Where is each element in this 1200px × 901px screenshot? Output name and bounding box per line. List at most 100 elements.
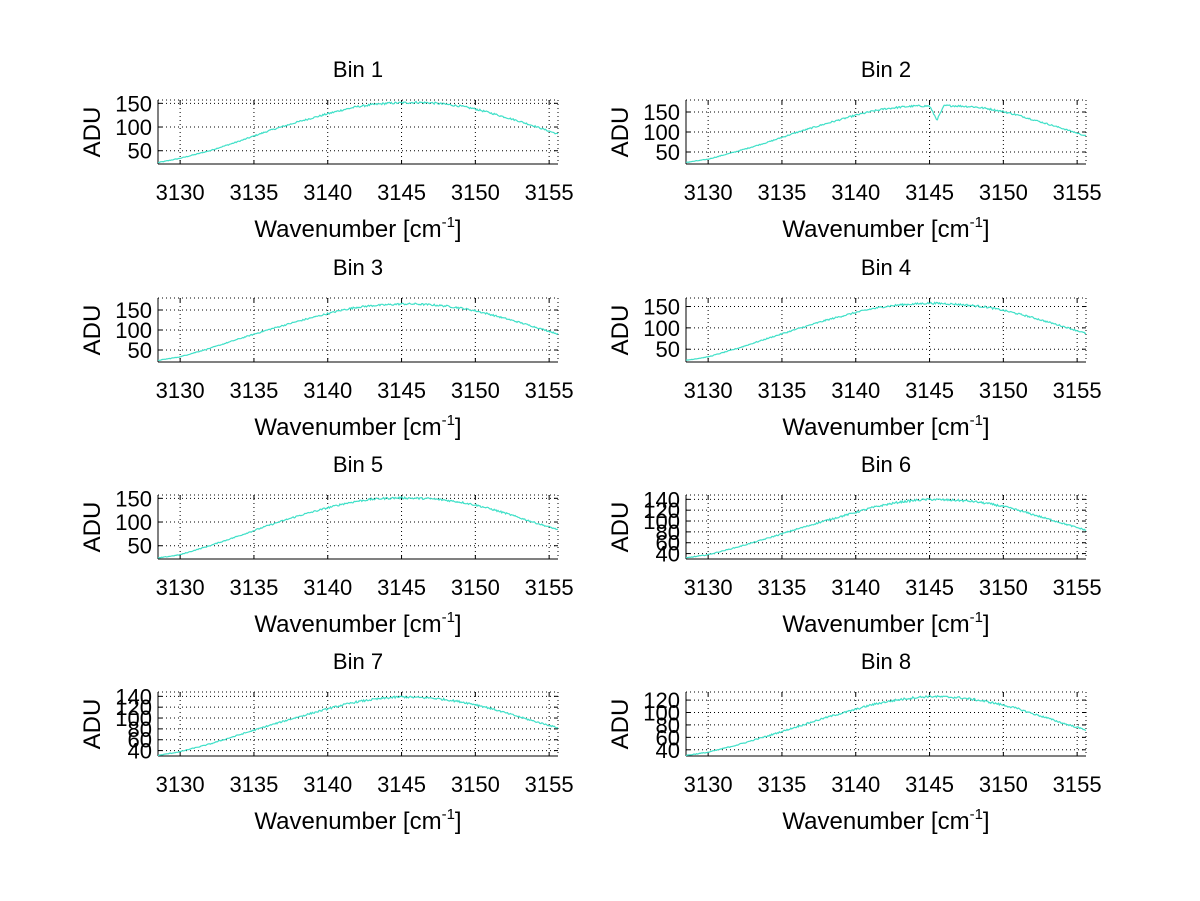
y-tick-label: 50 <box>128 534 152 559</box>
x-tick-label: 3130 <box>156 378 205 403</box>
x-tick-label: 3130 <box>156 180 205 205</box>
y-tick-label: 120 <box>115 695 152 720</box>
y-tick-label: 100 <box>643 509 680 534</box>
subplot-title: Bin 5 <box>333 452 383 477</box>
x-tick-label: 3135 <box>757 575 806 600</box>
grid <box>686 494 1087 559</box>
y-tick-label: 150 <box>643 295 680 320</box>
subplot-title: Bin 3 <box>333 255 383 280</box>
y-tick-label: 140 <box>643 487 680 512</box>
x-tick-label: 3140 <box>831 575 880 600</box>
x-tick-label: 3140 <box>831 180 880 205</box>
x-tick-label: 3140 <box>303 772 352 797</box>
grid <box>686 297 1087 362</box>
y-axis-label: ADU <box>607 699 634 750</box>
subplot-title: Bin 7 <box>333 649 383 674</box>
x-axis-label: Wavenumber [cm-1] <box>782 609 989 638</box>
series-line <box>157 695 559 757</box>
subplot-title: Bin 4 <box>861 255 911 280</box>
x-tick-label: 3135 <box>229 378 278 403</box>
subplot-title: Bin 6 <box>861 452 911 477</box>
x-axis-label: Wavenumber [cm-1] <box>254 806 461 835</box>
x-tick-label: 3150 <box>451 180 500 205</box>
y-axis-label: ADU <box>79 502 106 553</box>
x-tick-label: 3155 <box>1053 180 1102 205</box>
y-tick-label: 80 <box>656 713 680 738</box>
x-tick-label: 3135 <box>229 772 278 797</box>
y-tick-label: 150 <box>115 298 152 323</box>
series-line <box>685 104 1087 163</box>
grid <box>158 691 559 756</box>
y-tick-label: 120 <box>643 498 680 523</box>
x-tick-label: 3140 <box>831 378 880 403</box>
y-tick-label: 100 <box>643 701 680 726</box>
grid <box>158 99 559 164</box>
y-tick-label: 60 <box>128 728 152 753</box>
x-axis-label: Wavenumber [cm-1] <box>254 412 461 441</box>
grid <box>686 691 1087 756</box>
x-tick-label: 3145 <box>905 575 954 600</box>
x-tick-label: 3155 <box>525 575 574 600</box>
y-axis-label: ADU <box>607 502 634 553</box>
y-tick-label: 120 <box>643 688 680 713</box>
series-line <box>157 302 559 361</box>
y-axis-label: ADU <box>79 305 106 356</box>
y-tick-label: 100 <box>643 120 680 145</box>
x-tick-label: 3130 <box>684 378 733 403</box>
y-tick-label: 80 <box>656 520 680 545</box>
y-tick-label: 100 <box>115 510 152 535</box>
x-axis-label: Wavenumber [cm-1] <box>254 609 461 638</box>
y-tick-label: 50 <box>128 338 152 363</box>
y-tick-label: 60 <box>656 531 680 556</box>
y-tick-label: 150 <box>643 100 680 125</box>
x-tick-label: 3130 <box>684 772 733 797</box>
series-line <box>158 100 559 164</box>
y-tick-label: 60 <box>656 725 680 750</box>
y-tick-label: 50 <box>656 140 680 165</box>
series-line <box>685 301 1087 361</box>
y-tick-label: 100 <box>115 318 152 343</box>
x-tick-label: 3140 <box>303 575 352 600</box>
subplot-title: Bin 2 <box>861 57 911 82</box>
x-tick-label: 3155 <box>525 378 574 403</box>
y-tick-label: 40 <box>656 542 680 567</box>
x-tick-label: 3155 <box>1053 378 1102 403</box>
x-tick-label: 3150 <box>979 180 1028 205</box>
y-axis-label: ADU <box>79 107 106 158</box>
y-tick-label: 100 <box>115 115 152 140</box>
series-line <box>158 495 558 559</box>
x-tick-label: 3145 <box>905 180 954 205</box>
x-tick-label: 3135 <box>757 180 806 205</box>
x-tick-label: 3150 <box>451 378 500 403</box>
x-tick-label: 3135 <box>757 378 806 403</box>
x-tick-label: 3150 <box>979 772 1028 797</box>
y-tick-label: 100 <box>643 316 680 341</box>
x-tick-label: 3145 <box>377 575 426 600</box>
x-tick-label: 3130 <box>684 180 733 205</box>
x-tick-label: 3155 <box>525 180 574 205</box>
x-tick-label: 3150 <box>979 575 1028 600</box>
x-axis-label: Wavenumber [cm-1] <box>254 214 461 243</box>
y-tick-label: 150 <box>115 91 152 116</box>
y-tick-label: 150 <box>115 486 152 511</box>
x-tick-label: 3150 <box>451 772 500 797</box>
grid <box>158 494 559 559</box>
x-tick-label: 3155 <box>1053 772 1102 797</box>
series-line <box>686 497 1087 559</box>
y-tick-label: 40 <box>656 738 680 763</box>
x-tick-label: 3135 <box>229 575 278 600</box>
y-axis-label: ADU <box>607 305 634 356</box>
x-tick-label: 3150 <box>451 575 500 600</box>
y-tick-label: 40 <box>128 739 152 764</box>
subplot-title: Bin 1 <box>333 57 383 82</box>
x-tick-label: 3130 <box>156 575 205 600</box>
y-tick-label: 50 <box>128 139 152 164</box>
y-tick-label: 140 <box>115 684 152 709</box>
